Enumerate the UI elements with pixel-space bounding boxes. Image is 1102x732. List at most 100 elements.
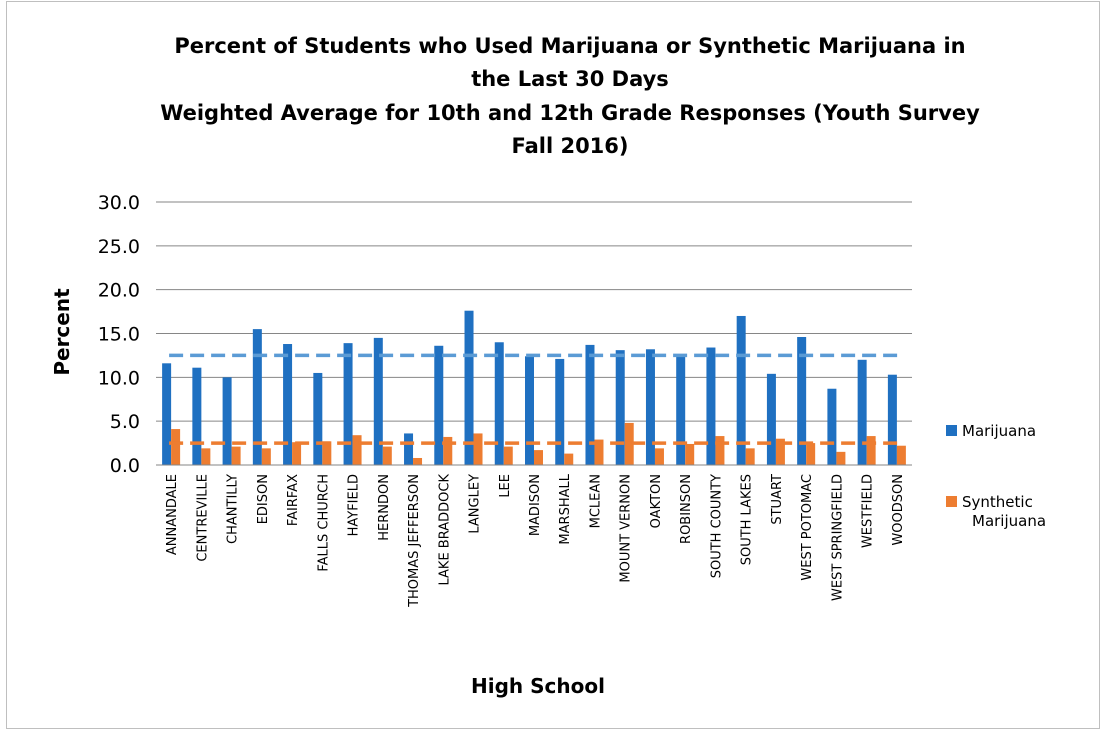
legend-swatch-synthetic-marijuana bbox=[946, 496, 957, 507]
y-tick-label: 20.0 bbox=[98, 280, 140, 302]
marijuana-bar bbox=[283, 344, 293, 465]
marijuana-bar bbox=[555, 358, 565, 465]
synthetic-marijuana-bar bbox=[292, 442, 302, 465]
marijuana-bar bbox=[494, 342, 504, 465]
synthetic-marijuana-bar bbox=[836, 451, 846, 465]
marijuana-bar bbox=[766, 373, 776, 465]
x-tick-label: FALLS CHURCH bbox=[316, 474, 331, 572]
x-tick-label: CHANTILLY bbox=[226, 474, 241, 544]
marijuana-bar bbox=[645, 349, 655, 465]
chart-title-line-2: the Last 30 Days bbox=[471, 67, 669, 91]
y-tick-label: 15.0 bbox=[98, 324, 140, 346]
x-tick-label: STUART bbox=[770, 474, 785, 525]
x-tick-label: MCLEAN bbox=[588, 474, 603, 528]
marijuana-bar bbox=[222, 377, 232, 465]
synthetic-marijuana-bar bbox=[624, 422, 634, 465]
marijuana-bar bbox=[585, 344, 595, 465]
x-tick-label: WEST POTOMAC bbox=[800, 474, 815, 581]
synthetic-marijuana-bar bbox=[896, 445, 906, 465]
gridlines bbox=[156, 201, 912, 422]
marijuana-bar bbox=[434, 345, 444, 465]
x-tick-label: ANNANDALE bbox=[165, 474, 180, 555]
synthetic-marijuana-bar bbox=[685, 443, 695, 465]
x-tick-label: LEE bbox=[498, 474, 513, 498]
synthetic-marijuana-bar bbox=[564, 453, 574, 465]
synthetic-marijuana-bar bbox=[352, 435, 362, 465]
marijuana-bar bbox=[797, 337, 807, 465]
y-tick-label: 0.0 bbox=[110, 455, 140, 477]
x-tick-label: SOUTH COUNTY bbox=[709, 474, 724, 578]
marijuana-bar bbox=[676, 356, 686, 465]
x-tick-label: CENTREVILLE bbox=[195, 474, 210, 562]
synthetic-marijuana-bar bbox=[473, 433, 483, 465]
x-tick-label: THOMAS JEFFERSON bbox=[407, 474, 422, 608]
legend-label-synthetic-marijuana: Synthetic Marijuana bbox=[962, 493, 1046, 530]
marijuana-bar bbox=[857, 359, 867, 465]
y-tick-label: 25.0 bbox=[98, 236, 140, 258]
marijuana-bar bbox=[736, 315, 746, 465]
x-tick-label: OAKTON bbox=[649, 474, 664, 528]
synthetic-marijuana-bar bbox=[443, 436, 453, 465]
x-tick-label: EDISON bbox=[256, 474, 271, 524]
x-tick-label: LANGLEY bbox=[468, 474, 483, 534]
x-tick-label: FAIRFAX bbox=[286, 474, 301, 526]
x-tick-label: HAYFIELD bbox=[347, 474, 362, 536]
synthetic-marijuana-bar bbox=[231, 446, 241, 465]
chart-title: Percent of Students who Used Marijuana o… bbox=[160, 34, 980, 158]
synthetic-marijuana-bar bbox=[171, 429, 181, 465]
synthetic-marijuana-bar bbox=[806, 443, 816, 465]
marijuana-bar bbox=[827, 388, 837, 465]
synthetic-marijuana-bar bbox=[715, 436, 725, 465]
x-axis-title: High School bbox=[471, 674, 605, 698]
y-tick-label: 30.0 bbox=[98, 192, 140, 214]
marijuana-bar bbox=[615, 350, 625, 465]
marijuana-bar bbox=[706, 347, 716, 465]
synthetic-marijuana-bar bbox=[534, 450, 543, 465]
marijuana-bar bbox=[404, 433, 414, 465]
legend-label-word: Marijuana bbox=[972, 512, 1046, 530]
y-tick-label: 10.0 bbox=[98, 367, 140, 389]
synthetic-marijuana-bar bbox=[745, 448, 755, 465]
synthetic-marijuana-bar bbox=[382, 446, 392, 465]
x-tick-label: ROBINSON bbox=[679, 474, 694, 544]
y-tick-label: 5.0 bbox=[110, 411, 140, 433]
marijuana-bar bbox=[252, 329, 262, 465]
marijuana-bar bbox=[887, 374, 897, 465]
x-tick-label: HERNDON bbox=[377, 474, 392, 541]
synthetic-marijuana-bar bbox=[866, 436, 876, 465]
bar-chart: Percent of Students who Used Marijuana o… bbox=[50, 34, 1046, 698]
synthetic-marijuana-bar bbox=[201, 448, 211, 465]
marijuana-bar bbox=[343, 343, 353, 465]
synthetic-marijuana-bar bbox=[775, 438, 785, 465]
legend: Marijuana Synthetic Marijuana bbox=[946, 422, 1046, 530]
reference-lines bbox=[169, 353, 899, 445]
marijuana-bar bbox=[162, 363, 172, 465]
legend-swatch-marijuana bbox=[946, 425, 957, 436]
legend-label-marijuana: Marijuana bbox=[962, 422, 1036, 440]
x-tick-label: WEST SPRINGFIELD bbox=[830, 474, 845, 601]
x-axis-category-labels: ANNANDALE CENTREVILLE CHANTILLY EDISON FAIRF… bbox=[165, 473, 906, 608]
x-tick-label: LAKE BRADDOCK bbox=[437, 474, 452, 586]
marijuana-bar bbox=[373, 337, 383, 465]
bars bbox=[162, 310, 906, 465]
x-tick-label: MOUNT VERNON bbox=[619, 474, 634, 583]
chart-title-line-4: Fall 2016) bbox=[511, 134, 628, 158]
x-tick-label: MADISON bbox=[528, 474, 543, 536]
marijuana-bar bbox=[525, 356, 534, 465]
synthetic-marijuana-bar bbox=[503, 446, 513, 465]
synthetic-marijuana-bar bbox=[322, 441, 332, 465]
x-tick-label: WESTFIELD bbox=[861, 474, 876, 548]
synthetic-marijuana-bar bbox=[594, 439, 604, 465]
marijuana-bar bbox=[192, 367, 202, 465]
y-axis-ticks: 0.0 5.0 10.0 15.0 20.0 25.0 30.0 bbox=[98, 192, 140, 477]
synthetic-marijuana-bar bbox=[413, 457, 423, 465]
synthetic-marijuana-bar bbox=[654, 448, 664, 465]
chart-title-line-3: Weighted Average for 10th and 12th Grade… bbox=[160, 101, 980, 125]
legend-label-word: Synthetic bbox=[962, 493, 1033, 511]
x-tick-label: MARSHALL bbox=[558, 473, 573, 544]
marijuana-bar bbox=[464, 310, 474, 465]
synthetic-marijuana-bar bbox=[261, 448, 271, 465]
x-tick-label: SOUTH LAKES bbox=[740, 474, 755, 565]
y-axis-title: Percent bbox=[50, 288, 74, 376]
x-tick-label: WOODSON bbox=[891, 474, 906, 546]
